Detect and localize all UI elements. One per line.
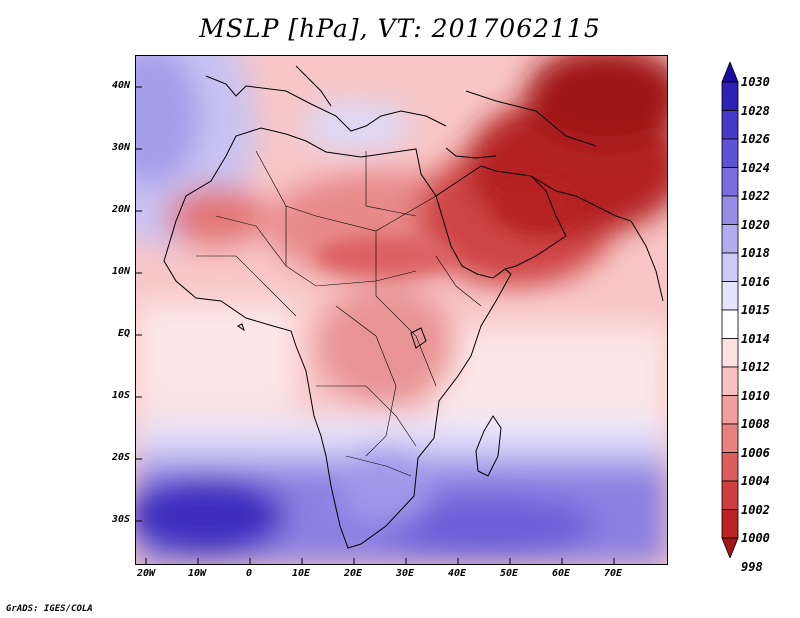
- colorbar-box: [721, 224, 739, 254]
- colorbar-box: [721, 281, 739, 311]
- colorbar-box: [721, 252, 739, 282]
- colorbar-level-label: 1028: [741, 103, 770, 118]
- axis-ticks: [136, 86, 615, 564]
- y-tick-label: 30S: [111, 514, 130, 525]
- colorbar-level-label: 1016: [741, 274, 770, 289]
- colorbar-level-label: 1022: [741, 189, 770, 203]
- colorbar-level-label: 1024: [741, 160, 770, 175]
- y-tick-label: 20S: [111, 452, 130, 463]
- x-tick-label: 10E: [291, 568, 311, 579]
- colorbar-level-label: 1006: [741, 445, 770, 460]
- x-tick-label: 0: [245, 568, 253, 579]
- colorbar-box: [721, 452, 739, 482]
- y-tick-label: 40N: [111, 80, 130, 91]
- credit-text: GrADS: IGES/COLA: [6, 604, 93, 614]
- colorbar-level-label: 1014: [741, 331, 770, 346]
- colorbar-box: [721, 138, 739, 168]
- pressure-map: [136, 56, 667, 564]
- colorbar-box: [721, 195, 739, 225]
- country-borders: [196, 150, 482, 477]
- x-tick-label: 30E: [395, 568, 415, 579]
- colorbar: [721, 62, 739, 558]
- colorbar-box: [721, 167, 739, 197]
- colorbar-box: [721, 480, 739, 510]
- map-panel: [135, 55, 668, 565]
- colorbar-level-label: 1004: [741, 474, 770, 488]
- colorbar-level-label: 1026: [741, 132, 770, 146]
- x-tick-label: 60E: [551, 568, 571, 579]
- colorbar-box: [721, 110, 739, 140]
- colorbar-box: [721, 81, 739, 111]
- colorbar-level-label: 1020: [741, 217, 770, 232]
- colorbar-box: [721, 395, 739, 425]
- colorbar-level-label: 1015: [741, 303, 770, 317]
- colorbar-level-label: 998: [741, 559, 763, 574]
- y-tick-label: 10N: [111, 266, 130, 277]
- colorbar-level-label: 1018: [741, 246, 770, 260]
- y-tick-label: 20N: [111, 204, 130, 215]
- x-tick-label: 40E: [447, 568, 467, 579]
- colorbar-box: [721, 309, 739, 339]
- colorbar-level-label: 1010: [741, 388, 770, 403]
- colorbar-top-triangle: [721, 62, 739, 83]
- x-tick-label: 70E: [603, 568, 623, 579]
- colorbar-level-label: 1030: [741, 75, 770, 89]
- colorbar-level-label: 1008: [741, 417, 770, 431]
- colorbar-box: [721, 366, 739, 396]
- coastlines: [163, 65, 664, 549]
- colorbar-level-label: 1012: [741, 360, 770, 374]
- colorbar-box: [721, 509, 739, 539]
- colorbar-box: [721, 423, 739, 453]
- x-tick-label: 20E: [343, 568, 363, 579]
- x-tick-label: 20W: [136, 568, 156, 579]
- colorbar-box: [721, 338, 739, 368]
- y-tick-label: EQ: [117, 328, 130, 339]
- colorbar-bottom-triangle: [721, 537, 739, 558]
- y-tick-label: 10S: [111, 390, 130, 401]
- colorbar-level-label: 1002: [741, 502, 770, 517]
- x-tick-label: 10W: [187, 568, 207, 579]
- x-tick-label: 50E: [499, 568, 519, 579]
- chart-title: MSLP [hPa], VT: 2017062115: [199, 14, 601, 43]
- y-tick-label: 30N: [111, 142, 130, 153]
- colorbar-level-label: 1000: [741, 531, 770, 545]
